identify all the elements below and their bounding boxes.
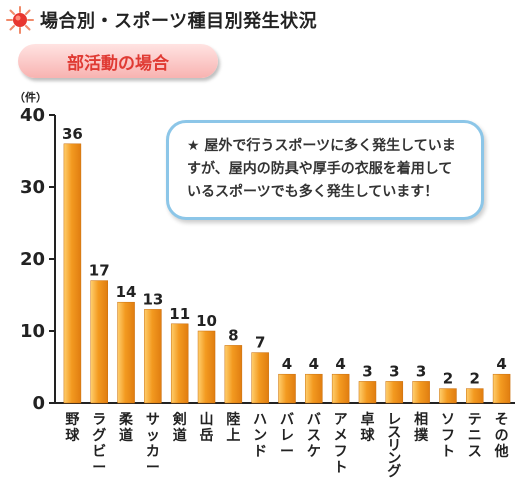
bar-2 [117, 301, 135, 404]
bar-5 [197, 330, 216, 404]
bar-value-label: 4 [335, 355, 345, 373]
x-category-label: 野球 [65, 412, 80, 444]
bar-value-label: 4 [282, 355, 292, 373]
x-category-label: 柔道 [118, 412, 134, 444]
bar-value-label: 36 [62, 125, 83, 143]
bar-13 [412, 381, 430, 404]
bar-value-label: 2 [443, 370, 453, 388]
bar-value-label: 10 [196, 312, 217, 330]
x-category-label: ソフト [441, 412, 455, 460]
x-category-label: バレー [280, 412, 294, 460]
y-tick-label: 20 [20, 249, 45, 270]
x-category-label: その他 [494, 412, 509, 460]
bar-value-label: 17 [89, 262, 110, 280]
page-title: 場合別・スポーツ種目別発生状況 [40, 11, 318, 32]
bar-value-label: 3 [416, 362, 426, 380]
bar-value-label: 13 [142, 290, 163, 308]
x-category-label: レスリング [387, 412, 401, 480]
x-category-label: バスケ [307, 412, 321, 460]
bar-6 [224, 345, 243, 404]
bar-16 [492, 373, 511, 404]
category-tab: 部活動の場合 [18, 44, 218, 78]
bar-7 [251, 352, 269, 404]
y-tick-label: 40 [20, 105, 45, 126]
bar-3 [144, 309, 162, 404]
header: 場合別・スポーツ種目別発生状況 [6, 6, 317, 34]
x-category-label: サッカー [146, 412, 160, 476]
bar-value-label: 2 [470, 370, 480, 388]
category-tab-label: 部活動の場合 [67, 53, 169, 74]
bar-value-label: 4 [309, 355, 319, 373]
sun-icon [6, 6, 34, 34]
bar-0 [63, 143, 82, 404]
bar-14 [439, 388, 457, 404]
bar-value-label: 11 [169, 305, 190, 323]
x-category-label: アメフト [334, 412, 348, 476]
x-category-label: 卓球 [360, 411, 375, 444]
bar-value-label: 4 [496, 355, 506, 373]
y-axis-unit-label: （件） [14, 90, 47, 104]
bar-value-label: 8 [228, 326, 238, 344]
bar-11 [358, 381, 377, 404]
note-text: ★ 屋外で行うスポーツに多く発生していますが、屋内の防具や厚手の衣服を着用してい… [187, 138, 456, 200]
x-category-label: ハンド [253, 412, 267, 460]
x-category-label: ラグビー [92, 412, 106, 476]
bar-value-label: 7 [255, 334, 265, 352]
bar-1 [90, 280, 108, 404]
bar-12 [385, 381, 404, 404]
bar-10 [331, 373, 350, 404]
y-tick-label: 0 [32, 393, 45, 414]
bar-value-label: 3 [362, 362, 372, 380]
x-category-label: 剣道 [172, 411, 187, 444]
x-category-label: テニス [468, 412, 482, 460]
bar-value-label: 3 [389, 362, 399, 380]
bar-15 [466, 388, 484, 404]
x-category-label: 陸上 [226, 411, 240, 444]
bar-4 [170, 323, 189, 404]
y-tick-label: 30 [20, 177, 45, 198]
bar-value-label: 14 [116, 283, 137, 301]
x-category-label: 相撲 [414, 411, 429, 444]
note-callout: ★ 屋外で行うスポーツに多く発生していますが、屋内の防具や厚手の衣服を着用してい… [166, 120, 484, 220]
x-category-label: 山岳 [200, 412, 214, 444]
bar-9 [305, 373, 323, 404]
y-tick-label: 10 [20, 321, 45, 342]
bar-8 [278, 373, 296, 404]
